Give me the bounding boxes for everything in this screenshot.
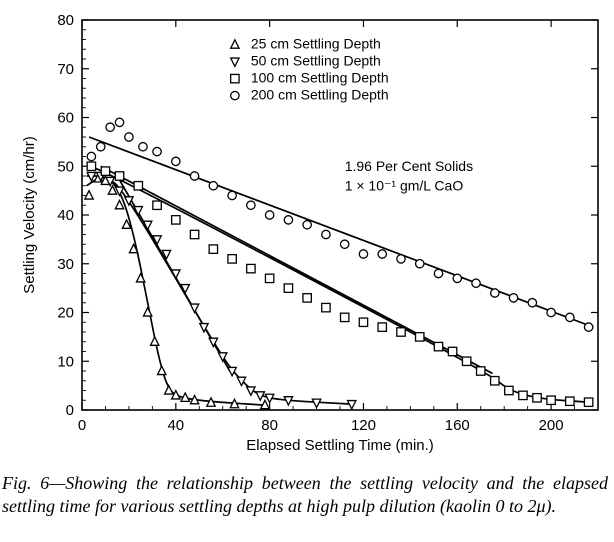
legend-label: 50 cm Settling Depth — [251, 53, 381, 69]
x-axis-label: Elapsed Settling Time (min.) — [246, 437, 434, 454]
y-tick-label: 50 — [57, 158, 74, 175]
x-tick-label: 0 — [78, 417, 86, 434]
figure-caption: Fig. 6—Showing the relationship between … — [0, 472, 614, 517]
x-tick-label: 40 — [167, 417, 184, 434]
series-lines — [87, 137, 594, 405]
y-tick-label: 20 — [57, 305, 74, 322]
caption-text: Fig. 6—Showing the relationship between … — [2, 473, 608, 516]
annotation-text: 1 × 10⁻¹ gm/L CaO — [345, 178, 464, 194]
y-tick-label: 10 — [57, 353, 74, 370]
x-tick-label: 80 — [261, 417, 278, 434]
y-tick-label: 80 — [57, 12, 74, 29]
annotation-text: 1.96 Per Cent Solids — [345, 158, 473, 174]
legend: 25 cm Settling Depth50 cm Settling Depth… — [231, 36, 389, 103]
y-tick-label: 70 — [57, 61, 74, 78]
legend-label: 200 cm Settling Depth — [251, 87, 389, 103]
x-tick-label: 200 — [539, 417, 564, 434]
y-tick-label: 30 — [57, 256, 74, 273]
legend-label: 100 cm Settling Depth — [251, 70, 389, 86]
y-axis-label: Settling Velocity (cm/hr) — [21, 136, 38, 294]
series-curve — [87, 178, 265, 406]
legend-label: 25 cm Settling Depth — [251, 36, 381, 52]
x-tick-label: 160 — [445, 417, 470, 434]
y-tick-label: 40 — [57, 207, 74, 224]
y-tick-label: 60 — [57, 110, 74, 127]
x-tick-label: 120 — [351, 417, 376, 434]
chart-svg: 0 40 80 120 160 200 0 10 20 30 40 50 60 70 80 Elapsed S… — [0, 0, 614, 470]
y-tick-label: 0 — [66, 402, 74, 419]
